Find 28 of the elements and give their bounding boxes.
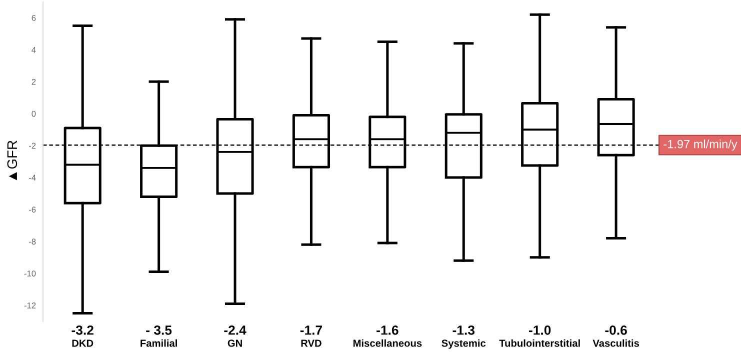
y-tick-label: -2	[28, 142, 36, 149]
y-tick-label: -10	[24, 270, 36, 276]
text: -3.2	[72, 325, 94, 335]
x-tick-label: Systemic	[442, 339, 486, 349]
x-tick-label: RVD	[301, 340, 322, 347]
x-tick-label: DKD	[72, 340, 94, 347]
y-axis-title: ▲GFR	[7, 140, 18, 180]
y-tick-label: 0	[32, 110, 36, 117]
text: -0.6	[605, 325, 627, 335]
y-tick-label: -6	[28, 206, 36, 213]
text: -1.0	[528, 325, 551, 335]
ref-line-label: -1.97 ml/min/y	[664, 140, 738, 151]
y-tick-label: 2	[32, 78, 36, 85]
x-tick-label: GN	[228, 340, 242, 347]
y-tick-label: -12	[24, 302, 36, 308]
x-tick-label: Familial	[140, 339, 177, 347]
text: -2.4	[224, 325, 246, 335]
x-tick-label: Tubulointerstitial	[499, 339, 580, 347]
text: -1.3	[452, 325, 475, 335]
x-tick-label: Vasculitis	[592, 339, 640, 347]
text: - 3.5	[146, 325, 172, 335]
y-tick-label: -4	[28, 174, 36, 181]
text: -1.7	[300, 326, 322, 335]
y-tick-label: 4	[32, 47, 36, 53]
x-tick-label: Miscellaneous	[353, 339, 422, 347]
y-tick-label: -8	[28, 238, 36, 245]
text: -1.6	[376, 325, 398, 335]
y-tick-label: 6	[32, 14, 36, 21]
